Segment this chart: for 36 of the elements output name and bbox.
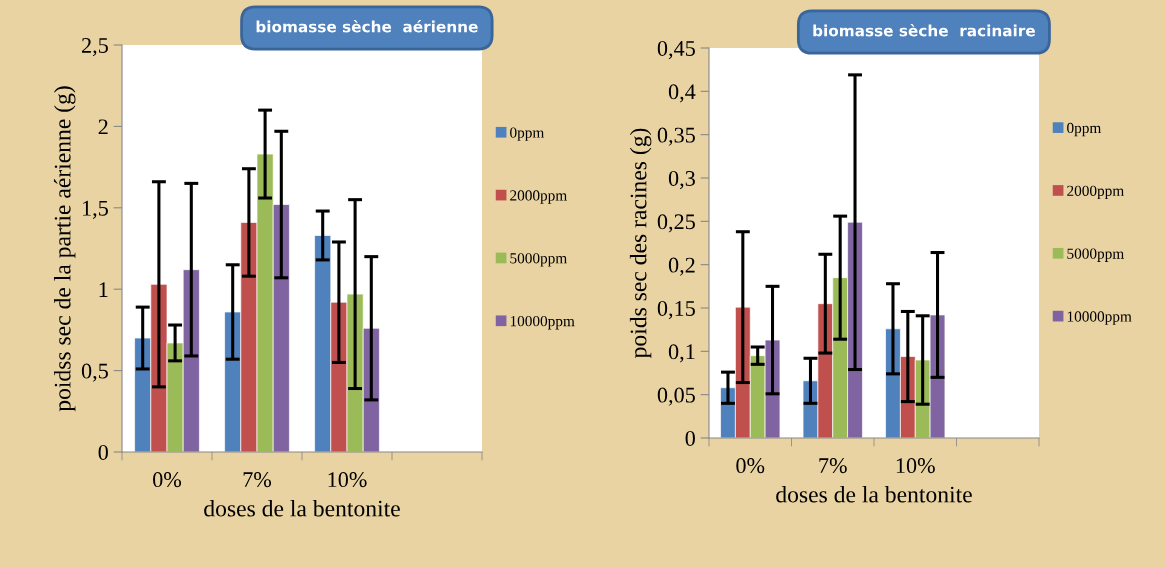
legend-label: 5000ppm bbox=[1067, 248, 1124, 262]
y-tick-label: 0,05 bbox=[657, 387, 695, 406]
legend-label: 10000ppm bbox=[510, 315, 575, 330]
y-axis-title: poids sec des racines (g) bbox=[629, 128, 652, 359]
x-tick-label: 7% bbox=[819, 458, 847, 474]
y-tick-label: 1,5 bbox=[82, 200, 108, 219]
x-tick-label: 10% bbox=[896, 458, 935, 474]
x-axis-title: doses de la bentonite bbox=[776, 485, 972, 503]
x-tick-label: 7% bbox=[243, 472, 272, 488]
chart-title: biomasse sèche aérienne bbox=[256, 19, 478, 33]
y-tick-label: 2 bbox=[98, 119, 108, 135]
y-tick-label: 0 bbox=[685, 430, 695, 446]
legend-label: 5000ppm bbox=[510, 253, 567, 267]
y-tick-label: 1 bbox=[99, 282, 108, 297]
legend-label: 0ppm bbox=[1067, 122, 1102, 137]
y-tick-label: 0,5 bbox=[81, 363, 108, 382]
y-tick-label: 0,2 bbox=[668, 257, 695, 276]
x-tick-label: 10% bbox=[328, 472, 367, 488]
y-tick-label: 0,4 bbox=[668, 84, 696, 103]
x-tick-label: 0% bbox=[153, 472, 182, 488]
y-tick-label: 0,45 bbox=[657, 40, 695, 60]
legend-label: 10000ppm bbox=[1067, 311, 1132, 325]
y-tick-label: 0,3 bbox=[668, 170, 695, 190]
legend-label: 0ppm bbox=[510, 127, 545, 141]
legend-label: 2000ppm bbox=[510, 190, 567, 204]
x-tick-label: 0% bbox=[736, 458, 765, 474]
legend-label: 2000ppm bbox=[1067, 185, 1124, 200]
y-tick-label: 0,15 bbox=[657, 300, 695, 320]
y-tick-label: 0,1 bbox=[668, 344, 695, 363]
y-tick-label: 0 bbox=[98, 444, 108, 460]
y-tick-label: 0,25 bbox=[657, 214, 695, 233]
y-tick-label: 2,5 bbox=[82, 37, 108, 57]
chart-title: biomasse sèche racinaire bbox=[813, 23, 1035, 37]
x-axis-title: doses de la bentonite bbox=[204, 499, 400, 517]
y-tick-label: 0,35 bbox=[657, 127, 695, 146]
y-axis-title: poidss sec de la partie aérienne (g) bbox=[53, 86, 76, 412]
